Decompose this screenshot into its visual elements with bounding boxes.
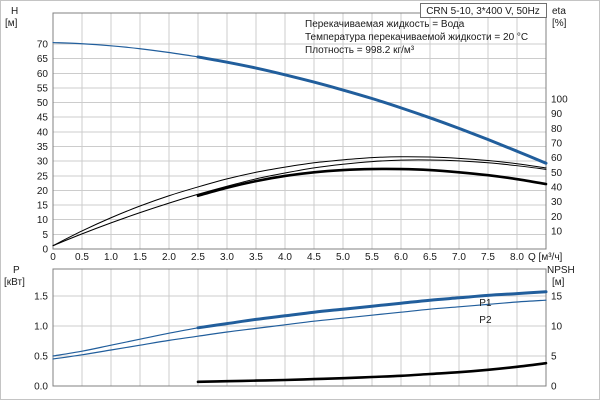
y-right-tick-label: 40 (551, 182, 563, 193)
series-p2-curve (52, 299, 547, 360)
y-left-tick-label: 50 (37, 98, 49, 109)
x-tick-label: 7.5 (481, 252, 495, 263)
fluid-info-line-2: Температура перекачиваемой жидкости = 20… (305, 32, 528, 43)
plot-frame (52, 12, 547, 250)
series-eta-curve-1 (52, 156, 547, 247)
y-left-tick-label: 0.5 (34, 352, 48, 363)
y-left-tick-label: 25 (37, 171, 49, 182)
x-tick-label: 4.0 (278, 252, 292, 263)
y-right-tick-label: 50 (551, 168, 563, 179)
x-tick-label: 1.5 (133, 252, 147, 263)
y-left-tick-label: 35 (37, 142, 49, 153)
y-left-tick-label: 40 (37, 127, 49, 138)
npsh-axis-title: NPSH (547, 265, 575, 276)
head-efficiency-chart: 0 0.5 1.0 1.5 2.0 2.5 3.0 3.5 4.0 4.5 5.0 5.5 6.0 6.5… (37, 12, 568, 263)
x-tick-label: 7.0 (452, 252, 466, 263)
y-left-tick-label: 0.0 (34, 382, 48, 393)
y-right-tick-label: 10 (551, 322, 563, 333)
y-left-tick-label: 65 (37, 54, 49, 65)
eta-axis-unit: [%] (552, 18, 567, 29)
x-tick-label: 6.5 (423, 252, 437, 263)
x-tick-label: 6.0 (394, 252, 408, 263)
npsh-axis-unit: [м] (552, 277, 565, 288)
pump-model-title-box (420, 3, 547, 18)
x-tick-label: 8.0 (510, 252, 524, 263)
y-right-tick-label: 30 (551, 197, 563, 208)
y-right-tick-label: 5 (551, 352, 557, 363)
y-right-tick-label: 90 (551, 109, 563, 120)
y-left-tick-label: 30 (37, 157, 49, 168)
x-tick-label: 5.5 (365, 252, 379, 263)
y-left-tick-label: 15 (37, 201, 49, 212)
y-left-tick-label: 55 (37, 83, 49, 94)
y-left-tick-label: 70 (37, 40, 49, 51)
x-tick-label: 2.0 (162, 252, 176, 263)
y-right-tick-label: 15 (551, 292, 563, 303)
y-left-tick-label: 1.0 (34, 322, 48, 333)
head-axis-unit: [м] (5, 18, 18, 29)
x-tick-label: 5.0 (336, 252, 350, 263)
x-tick-label: 0 (50, 252, 56, 263)
y-right-tick-label: 60 (551, 153, 563, 164)
series-p1-curve-thin (52, 327, 199, 357)
y-right-tick-label: 10 (551, 226, 563, 237)
pump-model-title: CRN 5-10, 3*400 V, 50Hz (426, 6, 540, 17)
series-p1-curve-bold (196, 290, 548, 330)
y-left-tick-label: 10 (37, 215, 49, 226)
y-right-tick-label: 0 (551, 382, 557, 393)
y-right-tick-label: 80 (551, 124, 563, 135)
y-left-tick-label: 20 (37, 186, 49, 197)
y-left-tick-label: 60 (37, 69, 49, 80)
series-head-curve-thin (52, 41, 199, 58)
x-tick-label: 3.0 (220, 252, 234, 263)
x-tick-label: 0.5 (75, 252, 89, 263)
series-eta-curve-bold (196, 167, 548, 198)
eta-axis-title: eta (552, 6, 566, 17)
x-tick-label: 3.5 (249, 252, 263, 263)
fluid-info-line-3: Плотность = 998.2 кг/м³ (305, 45, 415, 56)
fluid-info-line-1: Перекачиваемая жидкость = Вода (305, 19, 465, 30)
flow-axis-title: Q [м³/ч] (528, 252, 563, 263)
x-tick-label: 4.5 (307, 252, 321, 263)
series-eta-curve-2 (52, 159, 547, 247)
x-tick-label: 1.0 (104, 252, 118, 263)
power-axis-unit: [кВт] (4, 277, 25, 288)
series-npsh-curve-bold (196, 361, 548, 384)
series-head-curve-bold (196, 55, 548, 165)
y-left-tick-label: 0 (42, 245, 48, 256)
y-left-tick-label: 1.5 (34, 292, 48, 303)
y-right-tick-label: 20 (551, 212, 563, 223)
power-axis-title: P (13, 265, 20, 276)
annotation-P2: P2 (479, 315, 492, 326)
y-right-tick-label: 100 (551, 94, 568, 105)
y-left-tick-label: 5 (42, 230, 48, 241)
charts-layer: 0 0.5 1.0 1.5 2.0 2.5 3.0 3.5 4.0 4.5 5.0 5.5 6.0 6.5… (34, 12, 568, 393)
power-npsh-chart: 0.0 0.5 1.0 1.5 0 5 10 15 P1 P2 (34, 268, 563, 393)
head-axis-title: H (11, 6, 18, 17)
plot-frame (52, 268, 547, 387)
x-tick-label: 2.5 (191, 252, 205, 263)
annotation-P1: P1 (479, 298, 492, 309)
y-left-tick-label: 45 (37, 113, 49, 124)
y-right-tick-label: 70 (551, 138, 563, 149)
